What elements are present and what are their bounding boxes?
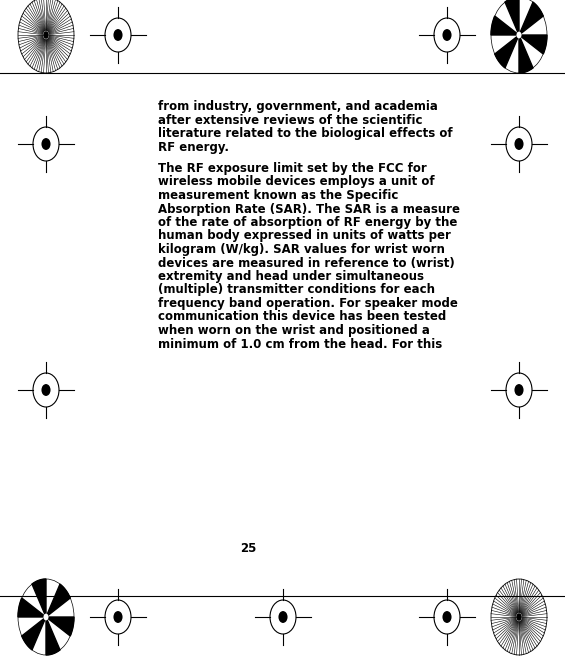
Ellipse shape <box>44 614 49 620</box>
Text: of the rate of absorption of RF energy by the: of the rate of absorption of RF energy b… <box>158 216 458 229</box>
Ellipse shape <box>516 613 522 621</box>
Ellipse shape <box>442 611 451 623</box>
Text: kilogram (W/kg). SAR values for wrist worn: kilogram (W/kg). SAR values for wrist wo… <box>158 243 445 256</box>
Text: communication this device has been tested: communication this device has been teste… <box>158 310 446 323</box>
Ellipse shape <box>41 384 50 396</box>
Text: RF energy.: RF energy. <box>158 141 229 154</box>
Text: minimum of 1.0 cm from the head. For this: minimum of 1.0 cm from the head. For thi… <box>158 337 442 350</box>
Polygon shape <box>519 35 547 54</box>
Text: after extensive reviews of the scientific: after extensive reviews of the scientifi… <box>158 114 423 127</box>
Ellipse shape <box>114 29 123 41</box>
Ellipse shape <box>114 611 123 623</box>
Text: The RF exposure limit set by the FCC for: The RF exposure limit set by the FCC for <box>158 162 427 175</box>
Polygon shape <box>505 0 519 35</box>
Text: frequency band operation. For speaker mode: frequency band operation. For speaker mo… <box>158 297 458 310</box>
Polygon shape <box>21 617 46 650</box>
Text: devices are measured in reference to (wrist): devices are measured in reference to (wr… <box>158 257 455 269</box>
Text: measurement known as the Specific: measurement known as the Specific <box>158 189 398 202</box>
Polygon shape <box>519 35 533 73</box>
Text: 25: 25 <box>240 542 256 555</box>
Polygon shape <box>491 16 519 35</box>
Polygon shape <box>46 584 70 617</box>
Polygon shape <box>46 617 60 655</box>
Ellipse shape <box>515 138 524 150</box>
Text: extremity and head under simultaneous: extremity and head under simultaneous <box>158 270 424 283</box>
Ellipse shape <box>41 138 50 150</box>
Text: literature related to the biological effects of: literature related to the biological eff… <box>158 127 453 140</box>
Text: when worn on the wrist and positioned a: when worn on the wrist and positioned a <box>158 324 430 337</box>
Ellipse shape <box>43 31 49 39</box>
Polygon shape <box>495 35 519 68</box>
Ellipse shape <box>516 32 521 38</box>
Polygon shape <box>18 598 46 617</box>
Text: Absorption Rate (SAR). The SAR is a measure: Absorption Rate (SAR). The SAR is a meas… <box>158 203 460 216</box>
Ellipse shape <box>515 384 524 396</box>
Polygon shape <box>46 617 74 636</box>
Polygon shape <box>32 579 46 617</box>
Ellipse shape <box>442 29 451 41</box>
Text: from industry, government, and academia: from industry, government, and academia <box>158 100 438 113</box>
Text: (multiple) transmitter conditions for each: (multiple) transmitter conditions for ea… <box>158 284 435 296</box>
Text: human body expressed in units of watts per: human body expressed in units of watts p… <box>158 230 451 242</box>
Polygon shape <box>519 2 544 35</box>
Text: wireless mobile devices employs a unit of: wireless mobile devices employs a unit o… <box>158 176 434 189</box>
Ellipse shape <box>279 611 288 623</box>
